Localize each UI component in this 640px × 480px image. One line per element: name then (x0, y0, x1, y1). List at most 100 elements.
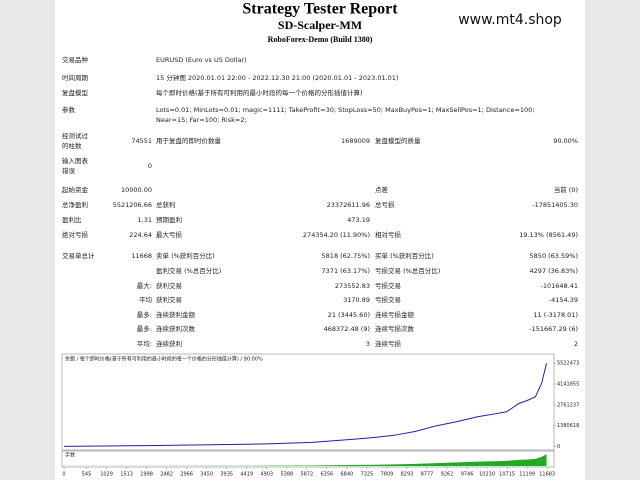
x-tick-label: 1998 (140, 472, 153, 478)
x-tick-label: 1513 (120, 472, 133, 478)
cell: 总净盈利 (62, 200, 88, 209)
cell: 15 分钟图 2020.01.01 22:00 - 2022.12.30 21:… (156, 73, 398, 82)
cell: 11668 (131, 252, 152, 260)
title: Strategy Tester Report (242, 1, 398, 18)
cell: Lots=0.01; MinLots=0.01; magic=1111; Tak… (156, 106, 534, 114)
lots-frame (61, 450, 555, 468)
cell: -151667.29 (6) (529, 325, 578, 333)
cell: 473.19 (347, 216, 370, 224)
cell: 当前 (0) (554, 185, 578, 194)
cell: 买单 (%获利百分比) (375, 251, 434, 260)
cell: 最大: (137, 281, 152, 290)
cell: 预期盈利 (156, 215, 182, 224)
cell: 23372611.96 (327, 201, 370, 209)
y-tick-label: 4141855 (557, 382, 579, 388)
cell: 21 (3445.60) (328, 311, 370, 319)
y-tick-label: 1380618 (557, 423, 579, 429)
subtitle: SD-Scalper-MM (278, 18, 362, 32)
x-tick-label: 2966 (180, 472, 193, 478)
balance-line (63, 363, 548, 447)
x-tick-label: 3935 (220, 472, 233, 478)
cell: 4297 (36.83%) (530, 267, 578, 275)
x-tick-label: 4903 (260, 472, 273, 478)
cell: 273552.83 (335, 282, 370, 290)
cell: 连续亏损金额 (375, 310, 415, 319)
x-tick-label: 9262 (441, 472, 454, 478)
cell: 5850 (63.59%) (530, 252, 578, 260)
x-tick-label: 7809 (381, 472, 394, 478)
cell: 连续获利次数 (156, 324, 196, 333)
cell: 224.64 (129, 231, 152, 239)
cell: 复盘模型的质量 (375, 136, 421, 145)
cell: 点差 (375, 185, 389, 194)
x-tick-label: 10715 (499, 472, 515, 478)
cell: 复盘模型 (62, 88, 89, 97)
cell: 最多: (137, 324, 152, 333)
cell: 连续获利金额 (156, 310, 196, 319)
cell: 2 (574, 340, 578, 348)
cell: 平均 (139, 295, 153, 304)
x-tick-label: 3450 (200, 472, 213, 478)
cell: 0 (148, 162, 152, 170)
chart-frame (61, 353, 555, 451)
cell: 用于复盘的即时价数量 (156, 136, 222, 145)
cell: 相对亏损 (375, 230, 402, 239)
x-tick-label: 6840 (341, 472, 354, 478)
x-tick-label: 8293 (401, 472, 414, 478)
cell: 交易品种 (62, 55, 89, 64)
chart-title: 余额 / 每个即时价格(基于所有可利用的最小时段的每一个价格的分形插值计算) /… (65, 356, 263, 363)
cell: 1.31 (138, 216, 152, 224)
cell: 274354.20 (11.90%) (303, 231, 370, 239)
x-tick-label: 5388 (280, 472, 293, 478)
x-tick-label: 2482 (160, 472, 173, 478)
x-tick-label: 4419 (240, 472, 253, 478)
cell: 参数 (62, 105, 76, 114)
x-tick-label: 11683 (539, 472, 555, 478)
lots-label: 手数 (65, 452, 75, 459)
x-tick-label: 0 (62, 472, 65, 478)
cell: -101648.41 (541, 282, 579, 290)
cell: EURUSD (Euro vs US Dollar) (156, 56, 247, 64)
cell: 交易单总计 (62, 251, 95, 260)
x-tick-label: 5872 (300, 472, 313, 478)
cell: 获利交易 (156, 281, 182, 290)
cell: -4154.39 (549, 296, 578, 304)
cell: 盈利交易 (%总百分比) (156, 266, 221, 275)
cell: 3 (366, 340, 370, 348)
cell: 输入图表 (62, 156, 89, 165)
cell: 总亏损 (375, 200, 395, 209)
x-tick-label: 11199 (519, 472, 535, 478)
cell: -17851405.30 (532, 201, 578, 209)
cell: 每个即时价格(基于所有可利用的最小时段的每一个价格的分形插值计算) (156, 88, 363, 97)
cell: 10000.00 (121, 186, 152, 194)
cell: 5818 (62.75%) (322, 252, 370, 260)
cell: 5521206.66 (113, 201, 152, 209)
cell: 绝对亏损 (62, 230, 89, 239)
y-tick-label: 0 (557, 444, 560, 450)
cell: 经测试过 (62, 131, 89, 140)
x-tick-label: 7325 (361, 472, 374, 478)
cell: 总获利 (156, 200, 176, 209)
cell: 90.00% (553, 137, 578, 145)
cell: 亏损交易 (375, 281, 401, 290)
y-tick-label: 2761237 (557, 402, 579, 408)
cell: 时间周期 (62, 73, 89, 82)
cell: 的柱数 (62, 141, 82, 150)
cell: 平均: (137, 339, 152, 348)
cell: 3170.89 (343, 296, 370, 304)
cell: 连续获利 (156, 339, 182, 348)
cell: 盈利比 (62, 215, 82, 224)
cell: 获利交易 (156, 295, 182, 304)
cell: Near=15; Far=100; Risk=2; (156, 116, 247, 124)
watermark: www.mt4.shop (458, 12, 562, 28)
cell: 连续亏损 (375, 339, 402, 348)
cell: 7371 (63.17%) (322, 267, 370, 275)
cell: 1689009 (341, 137, 370, 145)
cell: 连续亏损次数 (375, 324, 415, 333)
cell: 最多: (137, 310, 152, 319)
x-tick-label: 1029 (100, 472, 113, 478)
x-tick-label: 8777 (421, 472, 434, 478)
cell: 起始资金 (62, 185, 89, 194)
